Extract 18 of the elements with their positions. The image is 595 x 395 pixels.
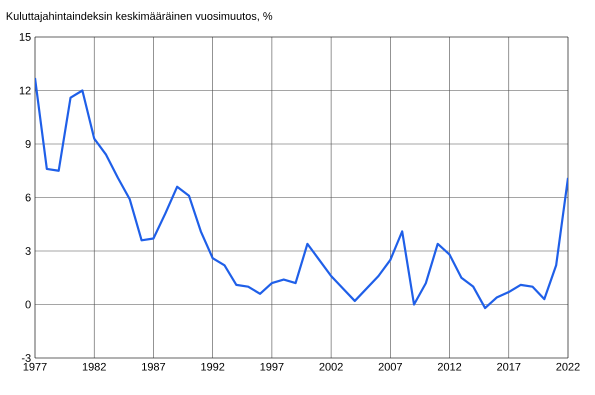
x-tick-label: 2002 xyxy=(319,362,343,371)
y-tick-label: 12 xyxy=(20,86,31,94)
chart-title: Kuluttajahintaindeksin keskimääräinen vuosimuutos, % xyxy=(6,12,272,22)
y-tick-label: 0 xyxy=(25,300,31,308)
x-tick-label: 1987 xyxy=(142,362,166,371)
x-tick-label: 2022 xyxy=(556,362,580,371)
y-tick-label: -3 xyxy=(22,354,31,362)
x-tick-label: 1997 xyxy=(260,362,284,371)
x-tick-label: 2017 xyxy=(497,362,520,371)
y-tick-label: 9 xyxy=(26,140,31,148)
y-tick-label: 15 xyxy=(20,33,31,41)
y-tick-label: 6 xyxy=(26,194,31,202)
x-tick-label: 2007 xyxy=(378,362,402,371)
x-tick-label: 1992 xyxy=(201,362,224,371)
x-tick-label: 2012 xyxy=(438,362,462,371)
y-tick-label: 3 xyxy=(25,247,31,255)
x-tick-label: 1977 xyxy=(24,362,47,371)
x-tick-label: 1982 xyxy=(82,362,106,371)
